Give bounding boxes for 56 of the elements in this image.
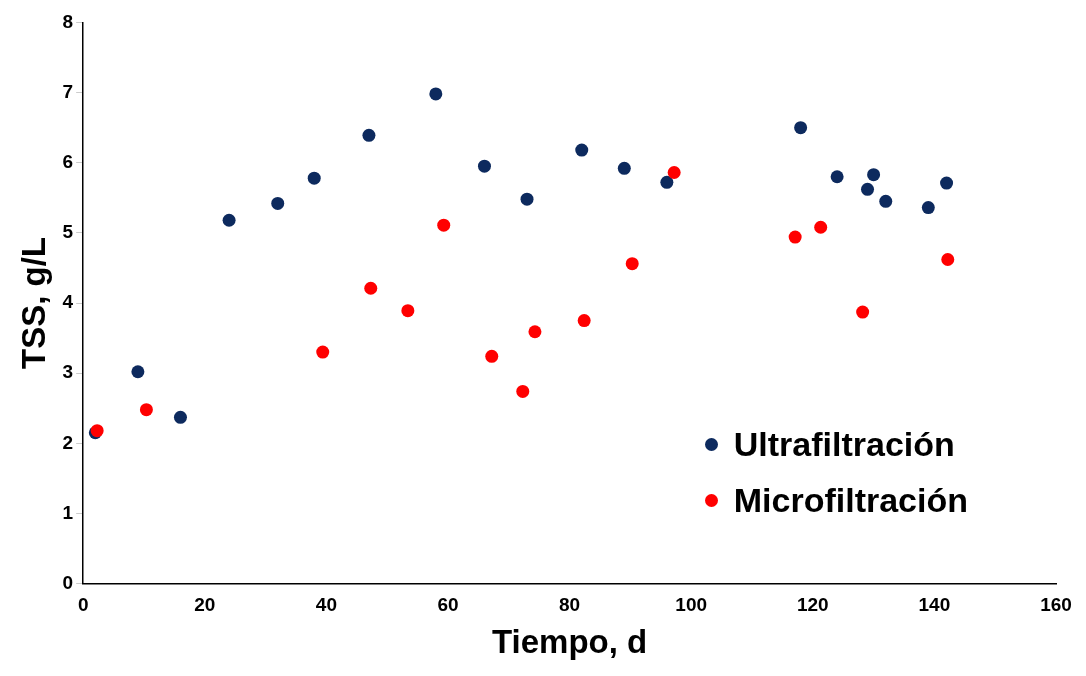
x-axis-title: Tiempo, d — [491, 623, 648, 661]
point — [921, 201, 935, 215]
point — [575, 143, 589, 157]
x-tick-label: 120 — [796, 594, 829, 616]
legend-label: Ultrafiltración — [733, 424, 955, 464]
point — [520, 192, 534, 206]
point — [794, 121, 808, 135]
point — [429, 87, 443, 101]
point — [401, 304, 415, 318]
point — [867, 168, 881, 182]
point — [861, 182, 875, 196]
x-tick-label: 60 — [437, 594, 459, 616]
point — [131, 365, 145, 379]
y-tick-label: 0 — [62, 571, 74, 593]
point — [856, 305, 870, 319]
legend-label: Microfiltración — [733, 480, 968, 520]
point — [485, 349, 499, 363]
x-tick-label: 20 — [194, 594, 216, 616]
x-tick-label: 100 — [675, 594, 708, 616]
point — [173, 410, 187, 424]
point — [362, 128, 376, 142]
y-tick-label: 5 — [62, 221, 74, 243]
point — [139, 403, 153, 417]
y-tick-label: 7 — [62, 80, 74, 102]
x-tick-label: 160 — [1040, 594, 1072, 616]
point — [617, 161, 631, 175]
point — [316, 345, 330, 359]
y-tick-label: 4 — [62, 291, 74, 313]
point — [528, 325, 542, 339]
point — [437, 218, 451, 232]
point — [271, 196, 285, 210]
y-tick-label: 2 — [62, 431, 74, 453]
point — [222, 213, 236, 227]
y-tick-label: 1 — [62, 501, 74, 523]
point — [660, 175, 674, 189]
point — [577, 314, 591, 328]
y-tick-label: 8 — [62, 10, 74, 32]
point — [364, 281, 378, 295]
x-tick-label: 0 — [77, 594, 89, 616]
point — [477, 159, 491, 173]
y-tick-label: 3 — [62, 361, 74, 383]
point — [625, 257, 639, 271]
point — [307, 171, 321, 185]
x-tick-label: 40 — [315, 594, 337, 616]
point — [879, 194, 893, 208]
point — [814, 220, 828, 234]
point — [788, 230, 802, 244]
point — [667, 166, 681, 180]
y-axis-title: TSS, g/L — [14, 237, 52, 369]
x-tick-label: 140 — [918, 594, 951, 616]
x-tick-label: 80 — [559, 594, 581, 616]
y-tick-label: 6 — [62, 150, 74, 172]
point — [516, 384, 530, 398]
point — [940, 176, 954, 190]
point — [830, 170, 844, 184]
point — [941, 253, 955, 267]
